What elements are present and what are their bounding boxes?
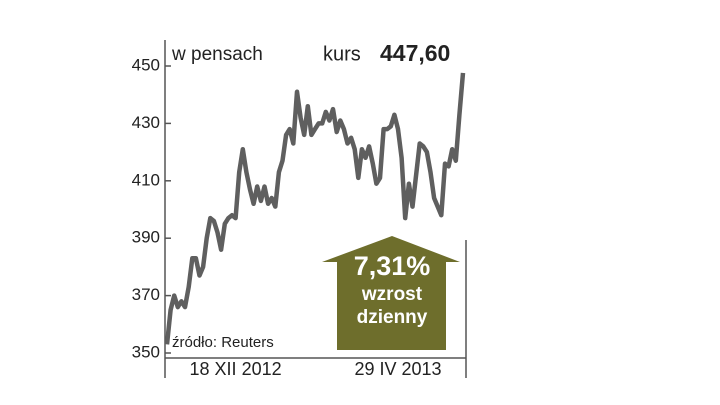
y-tick-label: 410 [132, 170, 160, 189]
price-caption: kurs [323, 43, 361, 65]
change-text: 7,31% [354, 251, 431, 281]
source: źródło: Reuters [172, 334, 274, 351]
annotation-arrow [322, 236, 460, 350]
y-tick-label: 390 [132, 228, 160, 247]
x-tick-label: 18 XII 2012 [190, 359, 282, 379]
y-tick-label: 450 [132, 55, 160, 74]
y-tick-label: 350 [132, 342, 160, 361]
x-tick-label: 29 IV 2013 [354, 359, 441, 379]
price-line [164, 72, 466, 345]
y-tick-label: 430 [132, 113, 160, 132]
unit-label: w pensach [171, 44, 263, 65]
annotation-line: dzienny [357, 307, 428, 328]
price-value: 447,60 [380, 40, 450, 66]
plot: 350 370 390 410 430 450 18 XII 2012 29 IV 2013 [132, 55, 466, 379]
annotation-line: wzrost [361, 284, 423, 305]
y-tick-label: 370 [132, 285, 160, 304]
